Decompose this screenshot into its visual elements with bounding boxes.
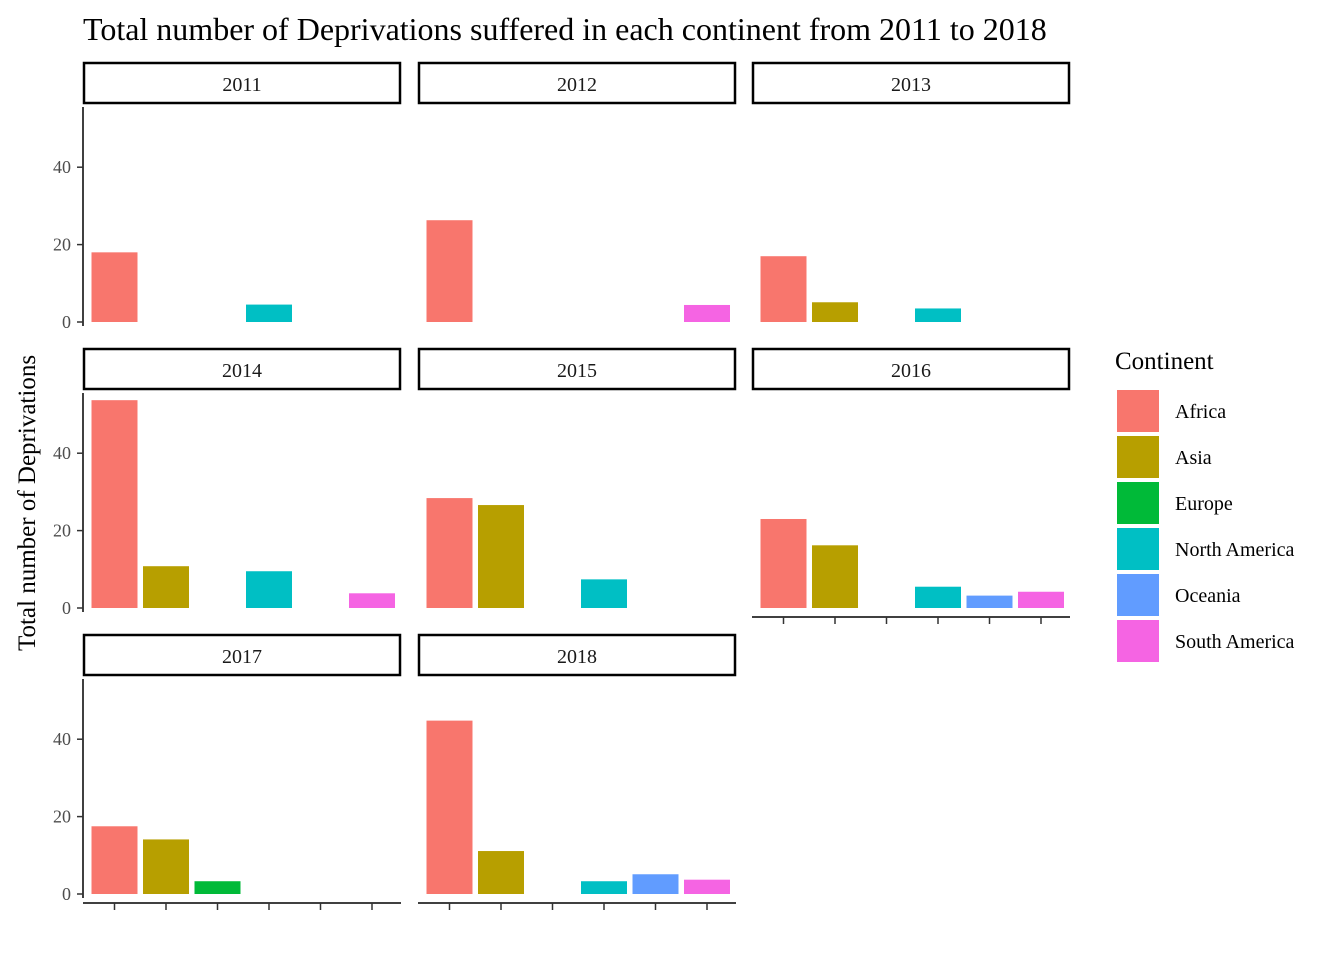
bar-south-america <box>1018 591 1064 608</box>
legend-key <box>1117 620 1159 662</box>
bar-north-america <box>246 571 292 608</box>
y-tick-label: 40 <box>53 157 71 177</box>
bar-asia <box>143 839 189 894</box>
y-tick-label: 20 <box>53 807 71 827</box>
facet-panel-2018: 2018 <box>417 633 737 910</box>
legend: Continent Africa Asia Europe North America O… <box>1115 348 1295 662</box>
legend-label: South America <box>1175 631 1295 653</box>
legend-item-south-america: South America <box>1117 620 1295 662</box>
facet-panel-2015: 2015 <box>417 347 737 608</box>
facet-strip <box>417 61 737 105</box>
legend-label: North America <box>1175 539 1295 561</box>
facet-strip <box>751 347 1071 391</box>
bar-asia <box>143 566 189 608</box>
legend-key <box>1117 574 1159 616</box>
facet-strip <box>82 347 402 391</box>
y-tick-label: 40 <box>53 729 71 749</box>
facet-strip-label: 2013 <box>891 74 931 96</box>
bar-europe <box>194 881 241 894</box>
legend-item-oceania: Oceania <box>1117 574 1241 616</box>
legend-items: Africa Asia Europe North America Oceania Sout… <box>1117 390 1295 662</box>
legend-label: Africa <box>1175 401 1226 423</box>
chart-title: Total number of Deprivations suffered in… <box>83 11 1047 47</box>
facet-panel-2014: 2014 0 20 40 <box>53 347 402 618</box>
legend-key <box>1117 528 1159 570</box>
legend-item-asia: Asia <box>1117 436 1212 478</box>
bar-oceania <box>966 595 1013 608</box>
bar-africa <box>426 720 473 894</box>
facet-panel-2016: 2016 <box>751 347 1071 624</box>
bar-africa <box>91 826 138 894</box>
legend-item-north-america: North America <box>1117 528 1295 570</box>
facet-strip <box>82 61 402 105</box>
bar-south-america <box>684 879 730 894</box>
legend-key <box>1117 390 1159 432</box>
facet-panel-2012: 2012 <box>417 61 737 322</box>
bar-asia <box>812 302 858 322</box>
facet-strip-label: 2015 <box>557 360 597 382</box>
legend-label: Europe <box>1175 493 1233 515</box>
bar-north-america <box>581 579 627 608</box>
bar-oceania <box>632 874 679 894</box>
bar-north-america <box>581 881 627 894</box>
bar-north-america <box>915 308 961 322</box>
bar-asia <box>478 505 524 608</box>
bar-south-america <box>349 593 395 608</box>
facet-strip-label: 2016 <box>891 360 931 382</box>
facet-strip <box>417 347 737 391</box>
legend-item-africa: Africa <box>1117 390 1226 432</box>
bar-asia <box>812 545 858 608</box>
bar-africa <box>426 498 473 608</box>
facet-panel-2013: 2013 <box>751 61 1071 322</box>
y-tick-label: 0 <box>62 884 71 904</box>
legend-title: Continent <box>1115 348 1214 375</box>
facet-strip-label: 2012 <box>557 74 597 96</box>
facet-strip <box>751 61 1071 105</box>
facet-panel-2017: 2017 0 20 40 <box>53 633 402 910</box>
bar-north-america <box>915 586 961 608</box>
facet-strip-label: 2017 <box>222 646 262 668</box>
bar-africa <box>426 220 473 322</box>
bar-africa <box>91 400 138 608</box>
facet-panel-2011: 2011 0 20 40 <box>53 61 402 332</box>
facet-strip <box>82 633 402 677</box>
bar-north-america <box>246 304 292 322</box>
legend-label: Oceania <box>1175 585 1241 607</box>
facet-strip-label: 2011 <box>222 74 261 96</box>
bar-africa <box>91 252 138 322</box>
facet-strip <box>417 633 737 677</box>
legend-key <box>1117 436 1159 478</box>
facet-strip-label: 2014 <box>222 360 262 382</box>
y-tick-label: 20 <box>53 521 71 541</box>
y-axis-title: Total number of Deprivations <box>14 355 41 651</box>
y-tick-label: 40 <box>53 443 71 463</box>
legend-item-europe: Europe <box>1117 482 1233 524</box>
bar-south-america <box>684 304 730 322</box>
legend-label: Asia <box>1175 447 1212 469</box>
bar-africa <box>760 256 807 322</box>
bar-africa <box>760 518 807 608</box>
legend-key <box>1117 482 1159 524</box>
y-tick-label: 20 <box>53 235 71 255</box>
y-tick-label: 0 <box>62 598 71 618</box>
bar-asia <box>478 851 524 894</box>
y-tick-label: 0 <box>62 312 71 332</box>
facet-strip-label: 2018 <box>557 646 597 668</box>
